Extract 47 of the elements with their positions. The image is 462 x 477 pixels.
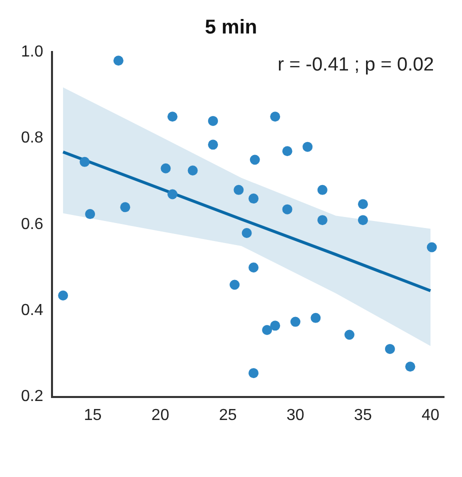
point bbox=[242, 228, 252, 238]
point bbox=[317, 215, 328, 226]
point bbox=[58, 290, 68, 301]
point bbox=[248, 262, 259, 272]
point bbox=[85, 209, 96, 220]
point bbox=[310, 312, 321, 323]
point bbox=[262, 324, 272, 335]
point bbox=[282, 146, 292, 156]
point bbox=[230, 280, 240, 290]
point bbox=[167, 112, 178, 122]
annotation: r = -0.41 ; p = 0.02 bbox=[278, 54, 434, 76]
point bbox=[282, 204, 292, 214]
point bbox=[384, 344, 395, 354]
point bbox=[208, 116, 218, 126]
chart-title: 5 min bbox=[204, 16, 258, 39]
point bbox=[250, 154, 260, 165]
x-tick-label: 25 bbox=[218, 406, 237, 424]
point bbox=[188, 166, 198, 176]
x-tick-label: 15 bbox=[84, 406, 102, 424]
point bbox=[167, 189, 178, 200]
point bbox=[317, 184, 328, 195]
point bbox=[234, 184, 244, 195]
point bbox=[358, 215, 368, 226]
x-tick-label: 20 bbox=[151, 406, 170, 424]
point bbox=[120, 202, 130, 212]
point bbox=[358, 199, 368, 210]
point bbox=[208, 140, 218, 150]
y-tick-label: 0.8 bbox=[20, 130, 44, 147]
point bbox=[302, 142, 313, 152]
point bbox=[113, 56, 124, 66]
point bbox=[160, 163, 171, 174]
x-tick-label: 40 bbox=[422, 406, 440, 424]
point bbox=[80, 156, 90, 167]
x-tick-label: 35 bbox=[354, 406, 372, 424]
y-tick-label: 0.4 bbox=[20, 302, 44, 320]
point bbox=[270, 112, 280, 122]
point bbox=[290, 316, 300, 327]
y-tick-label: 0.2 bbox=[20, 388, 44, 406]
point bbox=[248, 368, 259, 378]
point bbox=[270, 320, 280, 331]
point bbox=[426, 242, 437, 252]
point bbox=[405, 362, 416, 372]
x-tick-label: 30 bbox=[286, 406, 304, 424]
y-tick-label: 0.6 bbox=[20, 216, 44, 233]
point bbox=[248, 194, 259, 204]
y-tick-label: 1.0 bbox=[20, 43, 44, 60]
point bbox=[344, 330, 354, 340]
